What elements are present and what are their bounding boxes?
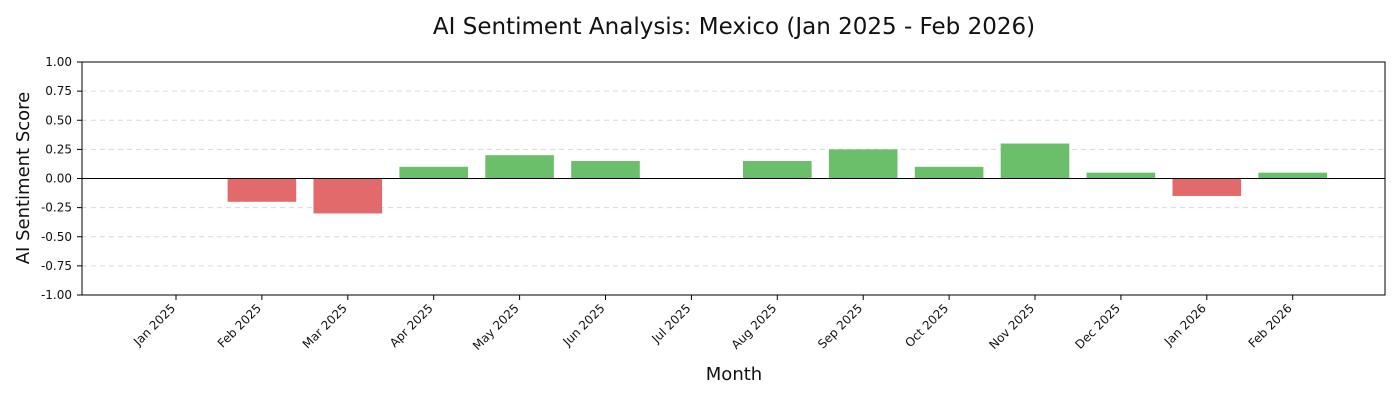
bar	[828, 149, 898, 179]
y-tick-label: -0.50	[41, 230, 72, 244]
x-tick-label: May 2025	[470, 301, 522, 353]
y-axis-ticks: -1.00 -0.75 -0.50 -0.25 0.00 0.25 0.50 0.75 1.00	[41, 55, 82, 302]
x-tick-label: Jan 2026	[1161, 301, 1209, 349]
bar	[1086, 172, 1156, 179]
x-tick-label: Jul 2025	[648, 301, 693, 346]
bar	[571, 161, 640, 179]
x-tick-label: Mar 2025	[300, 301, 350, 351]
x-tick-label: Jan 2025	[130, 301, 178, 349]
bar	[914, 166, 984, 179]
bar	[485, 155, 554, 179]
bar	[399, 166, 468, 179]
x-tick-label: Feb 2025	[215, 301, 264, 350]
x-axis-ticks: Jan 2025 Feb 2025 Mar 2025 Apr 2025 May 2025…	[130, 295, 1295, 353]
y-tick-label: 0.25	[45, 142, 72, 156]
bar	[313, 178, 383, 214]
x-tick-label: Dec 2025	[1072, 301, 1123, 352]
bars	[227, 143, 1327, 214]
y-tick-label: -1.00	[41, 288, 72, 302]
y-tick-label: -0.25	[41, 201, 72, 215]
y-tick-label: 0.00	[45, 172, 72, 186]
bar	[227, 178, 297, 202]
x-tick-label: Feb 2026	[1246, 301, 1295, 350]
bar	[1172, 178, 1242, 196]
chart-title: AI Sentiment Analysis: Mexico (Jan 2025 …	[433, 14, 1035, 40]
y-tick-label: 1.00	[45, 55, 72, 69]
bar	[1258, 172, 1327, 179]
y-tick-label: 0.50	[45, 113, 72, 127]
grid-lines	[82, 90, 1385, 267]
x-tick-label: Apr 2025	[387, 301, 436, 350]
bar	[743, 161, 812, 179]
x-tick-label: Aug 2025	[729, 301, 780, 352]
x-tick-label: Jun 2025	[559, 301, 607, 349]
bar	[1000, 143, 1070, 179]
x-tick-label: Oct 2025	[902, 301, 951, 350]
y-axis-label: AI Sentiment Score	[13, 92, 34, 265]
y-tick-label: -0.75	[41, 259, 72, 273]
x-axis-label: Month	[706, 364, 762, 385]
y-tick-label: 0.75	[45, 84, 72, 98]
x-tick-label: Sep 2025	[815, 301, 865, 351]
x-tick-label: Nov 2025	[986, 301, 1037, 352]
